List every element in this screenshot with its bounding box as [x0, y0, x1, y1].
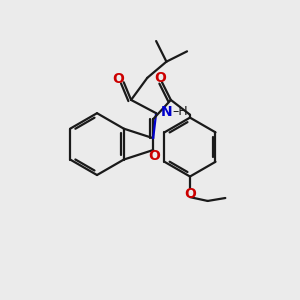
Text: O: O [184, 187, 196, 201]
Text: O: O [154, 71, 166, 85]
Text: N: N [160, 105, 172, 119]
Text: O: O [149, 149, 161, 164]
Text: O: O [112, 72, 124, 86]
Text: –H: –H [172, 105, 188, 118]
